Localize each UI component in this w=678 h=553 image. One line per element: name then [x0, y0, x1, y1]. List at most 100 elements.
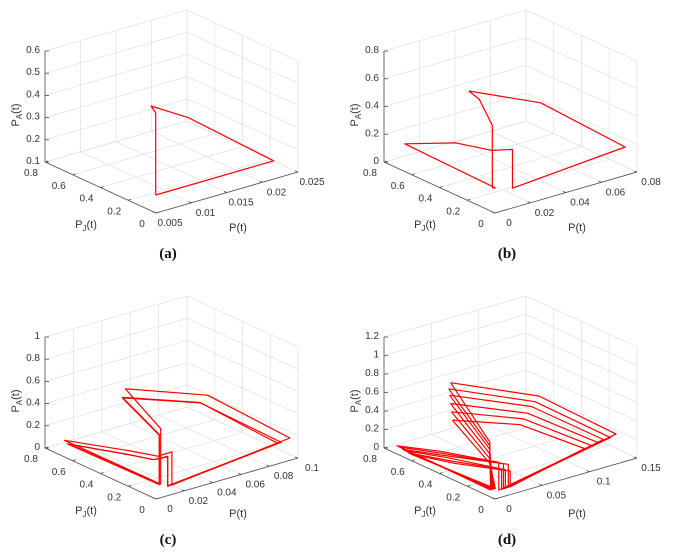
x-axis-label: P(t): [229, 222, 247, 234]
z-tick-label: 0.8: [26, 353, 40, 364]
y-tick-label: 0.2: [446, 492, 460, 503]
gridline: [383, 295, 527, 338]
z-tick-label: 0.6: [365, 387, 379, 398]
subplot-caption: (b): [498, 246, 516, 262]
gridline: [72, 133, 215, 176]
trajectory-series-1: [150, 105, 275, 196]
y-tick-label: 0.8: [363, 454, 377, 465]
gridline: [383, 369, 527, 412]
y-tick-mark: [411, 173, 415, 176]
z-tick-label: 0.3: [26, 112, 40, 123]
y-tick-mark: [467, 198, 471, 201]
x-tick-label: 0.1: [597, 477, 611, 488]
x-tick-mark: [633, 170, 638, 173]
x-tick-mark: [266, 464, 270, 467]
trajectory-series-1: [404, 90, 626, 189]
x-axis-label-base: P: [568, 222, 575, 234]
x-tick-label: 0.005: [157, 218, 182, 229]
subplot-b: 00.20.40.60.800.20.40.60.800.020.040.060…: [349, 9, 661, 262]
x-tick-label: 0.06: [606, 187, 626, 198]
gridline: [128, 444, 271, 487]
z-axis-label-subscript: A: [15, 399, 24, 405]
x-tick-mark: [527, 201, 531, 204]
x-axis-label-suffix: (t): [575, 222, 585, 234]
z-tick-label: 0.2: [365, 424, 379, 435]
x-tick-mark: [259, 180, 263, 183]
z-axis-label-base: P: [349, 405, 361, 412]
x-tick-label: 0.06: [245, 479, 265, 490]
z-tick-label: 0.4: [365, 101, 379, 112]
y-axis-label-subscript: J: [82, 510, 86, 519]
z-tick-label: 0.6: [365, 73, 379, 84]
z-axis-label-base: P: [349, 119, 361, 126]
x-axis-label-suffix: (t): [236, 222, 246, 234]
x-tick-mark: [181, 489, 185, 492]
y-tick-label: 0.4: [419, 480, 433, 491]
z-axis-label-suffix: (t): [10, 103, 22, 113]
gridline: [439, 432, 582, 474]
y-tick-mark: [128, 198, 132, 201]
y-axis-label: PJ(t): [75, 219, 97, 233]
x-axis-label-suffix: (t): [575, 508, 585, 520]
x-tick-label: 0.02: [189, 496, 209, 507]
z-axis-label-subscript: A: [354, 113, 363, 119]
y-axis-label-suffix: (t): [86, 505, 96, 517]
x-axis-label: P(t): [229, 508, 247, 520]
x-axis-label-base: P: [229, 222, 236, 234]
z-tick-label: 0.2: [26, 420, 40, 431]
y-axis-label: PJ(t): [414, 505, 436, 519]
y-tick-label: 0: [139, 219, 145, 230]
gridline: [383, 120, 527, 163]
gridline: [383, 314, 527, 356]
gridline: [383, 406, 527, 449]
gridline: [44, 340, 188, 382]
y-tick-label: 0.2: [107, 206, 121, 217]
x-tick-mark: [491, 497, 496, 500]
y-axis-label-suffix: (t): [425, 219, 435, 231]
y-axis-label-base: P: [75, 505, 82, 517]
x-tick-label: 0.05: [547, 490, 567, 501]
gridline: [383, 351, 527, 393]
subplot-caption: (c): [160, 532, 177, 548]
z-tick-label: 0: [373, 156, 379, 167]
y-tick-label: 0.6: [52, 181, 66, 192]
y-tick-label: 0.4: [80, 480, 94, 491]
z-tick-label: 0.6: [26, 375, 40, 386]
x-tick-label: 0.01: [196, 208, 216, 219]
x-tick-label: 0.08: [274, 471, 294, 482]
z-tick-label: 1.2: [365, 331, 379, 342]
gridline: [44, 317, 188, 360]
y-tick-mark: [100, 186, 104, 188]
z-axis-label-base: P: [10, 119, 22, 126]
gridline: [100, 146, 243, 188]
y-tick-label: 0.6: [391, 181, 405, 192]
x-tick-mark: [633, 456, 638, 459]
x-axis-label: P(t): [568, 508, 586, 520]
gridline: [44, 295, 188, 338]
x-tick-label: 0: [506, 218, 512, 229]
x-tick-label: 0.02: [267, 187, 287, 198]
y-tick-mark: [439, 472, 443, 474]
gridline: [44, 406, 188, 449]
y-axis-label-suffix: (t): [425, 505, 435, 517]
y-tick-label: 0: [478, 219, 484, 230]
z-tick-label: 0.8: [365, 45, 379, 56]
y-tick-mark: [100, 472, 104, 474]
z-axis-label-subscript: A: [15, 113, 24, 119]
x-axis-label-base: P: [568, 508, 575, 520]
z-tick-label: 1: [34, 331, 40, 342]
z-tick-label: 0: [373, 442, 379, 453]
z-axis-label: PA(t): [349, 389, 363, 412]
z-tick-label: 0.4: [26, 398, 40, 409]
y-tick-mark: [439, 186, 443, 188]
x-axis-line: [155, 457, 299, 500]
x-tick-mark: [562, 191, 567, 193]
x-axis-label-base: P: [229, 508, 236, 520]
z-tick-label: 1: [373, 350, 379, 361]
z-axis-label-suffix: (t): [349, 389, 361, 399]
trajectory-series-3: [68, 397, 279, 487]
z-axis-label-suffix: (t): [10, 389, 22, 399]
y-tick-mark: [383, 446, 388, 449]
z-axis-label: PA(t): [10, 389, 24, 412]
